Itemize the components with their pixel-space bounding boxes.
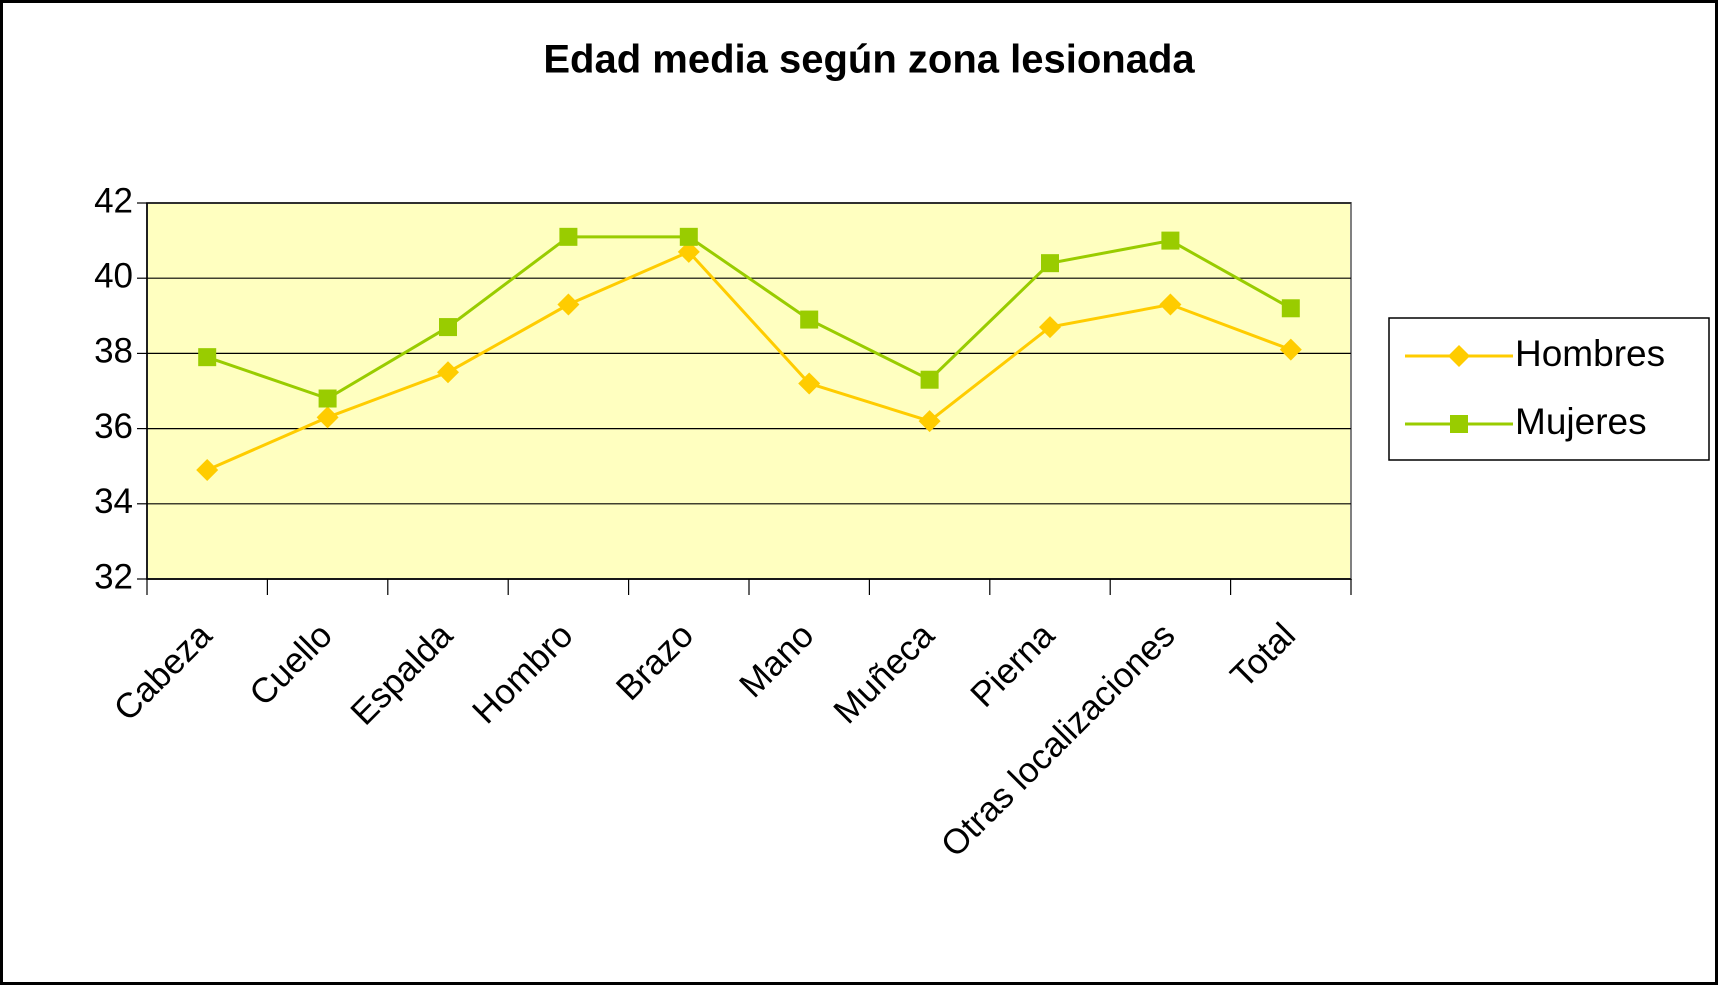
marker — [439, 318, 457, 337]
marker — [679, 227, 698, 246]
marker — [437, 361, 459, 384]
marker — [800, 310, 819, 329]
plot-area — [146, 202, 1352, 580]
y-tick-label: 42 — [94, 181, 133, 220]
marker — [316, 406, 339, 429]
marker — [1161, 231, 1180, 250]
marker — [559, 227, 578, 246]
y-tick-label: 38 — [94, 332, 133, 371]
marker — [1450, 415, 1468, 433]
chart-title: Edad media según zona lesionada — [543, 38, 1195, 82]
marker — [198, 348, 217, 367]
series-line — [206, 235, 1292, 401]
marker — [1039, 316, 1061, 339]
marker — [798, 372, 821, 395]
marker — [1041, 254, 1059, 273]
legend-box — [1388, 317, 1710, 461]
y-tick-label: 34 — [94, 482, 133, 521]
y-tick-label: 40 — [94, 256, 133, 295]
y-tick-label: 32 — [94, 557, 133, 596]
legend-label: Hombres — [1515, 333, 1665, 374]
marker — [318, 389, 337, 408]
marker — [918, 410, 941, 433]
marker — [1159, 293, 1182, 316]
marker — [1448, 345, 1470, 367]
series-line — [206, 250, 1292, 472]
marker — [1279, 338, 1302, 361]
marker — [677, 240, 700, 263]
y-tick-label: 36 — [94, 407, 133, 446]
marker — [920, 370, 939, 389]
legend-label: Mujeres — [1515, 401, 1647, 442]
marker — [557, 293, 580, 316]
marker — [196, 458, 219, 481]
marker — [1281, 299, 1300, 318]
